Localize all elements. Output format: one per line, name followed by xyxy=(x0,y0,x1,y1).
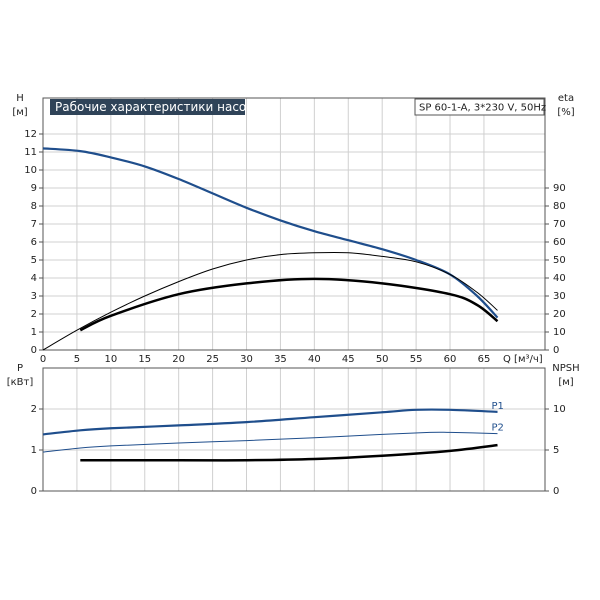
y-tick-label: 11 xyxy=(24,147,37,158)
chart-subtitle: SP 60-1-A, 3*230 V, 50Hz xyxy=(419,103,546,114)
y2-tick-label: 0 xyxy=(553,486,559,497)
series-label: P2 xyxy=(492,423,504,434)
x-tick-label: 45 xyxy=(342,354,355,365)
y2-tick-label: 60 xyxy=(553,237,566,248)
x-tick-label: 0 xyxy=(40,354,46,365)
y2-tick-label: 10 xyxy=(553,404,566,415)
x-tick-label: 30 xyxy=(240,354,253,365)
x-tick-label: 55 xyxy=(410,354,423,365)
y2-tick-label: 0 xyxy=(553,345,559,356)
plot-frame xyxy=(42,367,546,492)
y2-unit: [%] xyxy=(557,107,574,118)
y-tick-label: 0 xyxy=(31,345,37,356)
series-line xyxy=(42,431,498,453)
y-unit: [кВт] xyxy=(7,377,34,388)
x-tick-label: 15 xyxy=(138,354,151,365)
series-line xyxy=(42,251,498,351)
y-tick-label: 2 xyxy=(31,404,37,415)
y-unit: [м] xyxy=(12,107,27,118)
subtitle-box xyxy=(414,98,545,116)
y2-tick-label: 90 xyxy=(553,183,566,194)
y2-tick-label: 40 xyxy=(553,273,566,284)
y-tick-label: 6 xyxy=(31,237,37,248)
x-tick-label: 65 xyxy=(478,354,491,365)
y-tick-label: 7 xyxy=(31,219,37,230)
x-tick-label: 10 xyxy=(104,354,117,365)
y-tick-label: 3 xyxy=(31,291,37,302)
y2-label: NPSH xyxy=(552,363,579,374)
y-tick-label: 12 xyxy=(24,129,37,140)
x-tick-label: 5 xyxy=(74,354,80,365)
y2-tick-label: 50 xyxy=(553,255,566,266)
x-tick-label: 20 xyxy=(172,354,185,365)
y2-tick-label: 30 xyxy=(553,291,566,302)
y-tick-label: 4 xyxy=(31,273,37,284)
y-tick-label: 2 xyxy=(31,309,37,320)
series-line xyxy=(42,408,498,436)
y-label: P xyxy=(17,363,23,374)
y2-tick-label: 5 xyxy=(553,445,559,456)
series-line xyxy=(79,277,499,332)
y2-tick-label: 10 xyxy=(553,327,566,338)
x-label: Q [м³/ч] xyxy=(503,354,543,365)
title-box xyxy=(50,99,245,115)
y-tick-label: 9 xyxy=(31,183,37,194)
y-tick-label: 10 xyxy=(24,165,37,176)
y2-label: eta xyxy=(558,93,574,104)
x-tick-label: 25 xyxy=(206,354,219,365)
x-tick-label: 60 xyxy=(444,354,457,365)
y2-unit: [м] xyxy=(558,377,573,388)
series-line xyxy=(80,443,498,462)
series-label: P1 xyxy=(492,401,504,412)
x-tick-label: 35 xyxy=(274,354,287,365)
y2-tick-label: 80 xyxy=(553,201,566,212)
y-label: H xyxy=(16,93,24,104)
y2-tick-label: 70 xyxy=(553,219,566,230)
x-tick-label: 50 xyxy=(376,354,389,365)
y-tick-label: 1 xyxy=(31,445,37,456)
x-tick-label: 40 xyxy=(308,354,321,365)
y-tick-label: 5 xyxy=(31,255,37,266)
chart-title: Рабочие характеристики насоса xyxy=(55,100,260,114)
y-tick-label: 0 xyxy=(31,486,37,497)
y-tick-label: 1 xyxy=(31,327,37,338)
y2-tick-label: 20 xyxy=(553,309,566,320)
y-tick-label: 8 xyxy=(31,201,37,212)
